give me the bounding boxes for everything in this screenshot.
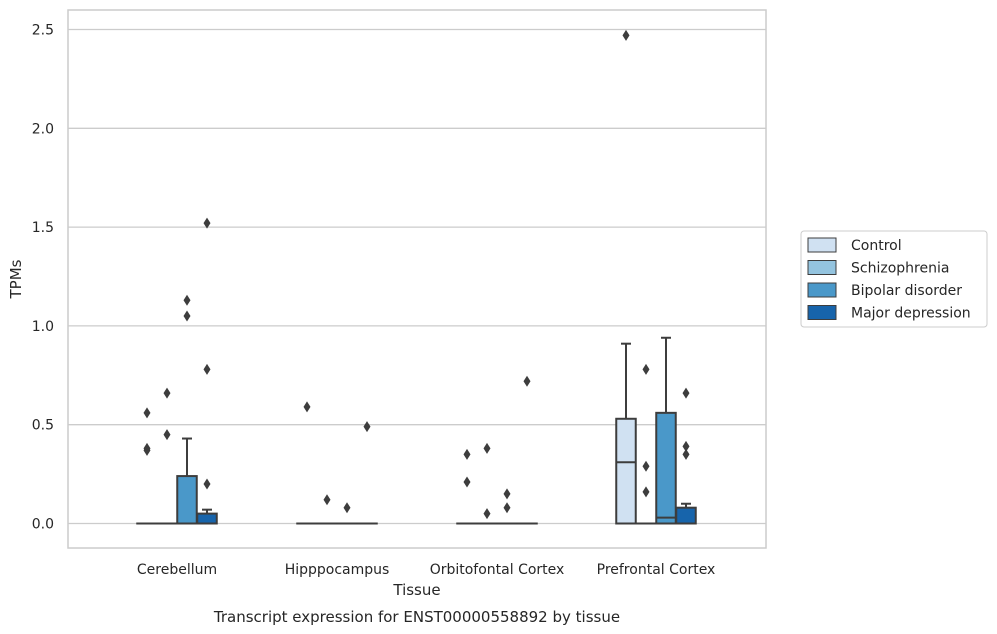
outlier-point bbox=[682, 387, 690, 399]
box-cerebellum-bipolar-disorder bbox=[176, 294, 198, 525]
legend-label: Schizophrenia bbox=[851, 261, 949, 277]
box-body bbox=[675, 506, 697, 525]
outlier-point bbox=[642, 460, 650, 472]
legend-swatch bbox=[807, 305, 837, 320]
outlier-point bbox=[163, 429, 171, 441]
y-tick-label: 2.5 bbox=[32, 23, 54, 39]
plot-background bbox=[68, 10, 766, 548]
legend-frame bbox=[800, 230, 988, 328]
outlier-point bbox=[143, 444, 151, 456]
x-tick-label: Cerebellum bbox=[137, 562, 217, 578]
box-body bbox=[176, 475, 198, 525]
legend-swatch bbox=[807, 282, 837, 298]
legend-label: Major depression bbox=[851, 306, 971, 322]
outlier-point bbox=[503, 488, 511, 500]
box-body bbox=[655, 411, 677, 525]
outlier-point bbox=[622, 29, 630, 41]
box-hipppocampus-control bbox=[296, 401, 318, 525]
outlier-point bbox=[343, 502, 351, 514]
y-axis-label: TPMs bbox=[7, 259, 25, 299]
y-tick-label: 0.0 bbox=[32, 517, 54, 533]
outlier-point bbox=[483, 442, 491, 454]
legend-swatch bbox=[807, 237, 837, 253]
outlier-point bbox=[682, 448, 690, 460]
legend-label: Control bbox=[851, 238, 902, 254]
y-tick-label: 1.5 bbox=[32, 220, 54, 236]
x-tick-labels: Cerebellum Hipppocampus Orbitofontal Corte… bbox=[137, 562, 715, 578]
outlier-point bbox=[682, 440, 690, 452]
outlier-point bbox=[483, 508, 491, 520]
box-prefrontal-cortex-control bbox=[615, 29, 637, 525]
x-tick-label: Orbitofontal Cortex bbox=[430, 562, 565, 578]
outlier-point bbox=[183, 310, 191, 322]
legend: Control Schizophrenia Bipolar disorder Majo… bbox=[800, 230, 988, 328]
outlier-point bbox=[363, 421, 371, 433]
y-tick-labels: 0.0 0.5 1.0 1.5 2.0 2.5 bbox=[32, 23, 54, 533]
box-hipppocampus-major-depression bbox=[356, 421, 378, 525]
outlier-point bbox=[303, 401, 311, 413]
box-orbitofontal-cortex-control bbox=[456, 448, 478, 525]
y-tick-label: 0.5 bbox=[32, 418, 54, 434]
outlier-point bbox=[642, 363, 650, 375]
outlier-point bbox=[203, 478, 211, 490]
y-tick-label: 2.0 bbox=[32, 121, 54, 137]
legend-label: Bipolar disorder bbox=[851, 283, 962, 299]
box-prefrontal-cortex-schizophrenia bbox=[635, 363, 657, 525]
box-orbitofontal-cortex-major-depression bbox=[516, 375, 538, 525]
box-prefrontal-cortex-bipolar-disorder bbox=[655, 336, 677, 525]
x-tick-label: Prefrontal Cortex bbox=[597, 562, 716, 578]
boxes-layer bbox=[136, 29, 697, 525]
outlier-point bbox=[323, 494, 331, 506]
outlier-point bbox=[203, 363, 211, 375]
outlier-point bbox=[503, 502, 511, 514]
box-body bbox=[615, 417, 637, 525]
outlier-point bbox=[642, 486, 650, 498]
outlier-point bbox=[463, 476, 471, 488]
box-body bbox=[196, 512, 218, 525]
plot-frame bbox=[67, 9, 767, 549]
y-tick-label: 1.0 bbox=[32, 319, 54, 335]
x-axis-label: Tissue bbox=[392, 581, 440, 599]
outlier-point bbox=[523, 375, 531, 387]
legend-swatch bbox=[807, 260, 837, 275]
box-orbitofontal-cortex-schizophrenia bbox=[476, 442, 498, 525]
chart-caption: Transcript expression for ENST0000055889… bbox=[213, 608, 620, 626]
outlier-point bbox=[143, 407, 151, 419]
outlier-point bbox=[203, 217, 211, 229]
x-tick-label: Hipppocampus bbox=[285, 562, 390, 578]
outlier-point bbox=[463, 448, 471, 460]
box-cerebellum-major-depression bbox=[196, 217, 218, 525]
outlier-point bbox=[163, 387, 171, 399]
outlier-point bbox=[183, 294, 191, 306]
box-prefrontal-cortex-major-depression bbox=[675, 387, 697, 525]
